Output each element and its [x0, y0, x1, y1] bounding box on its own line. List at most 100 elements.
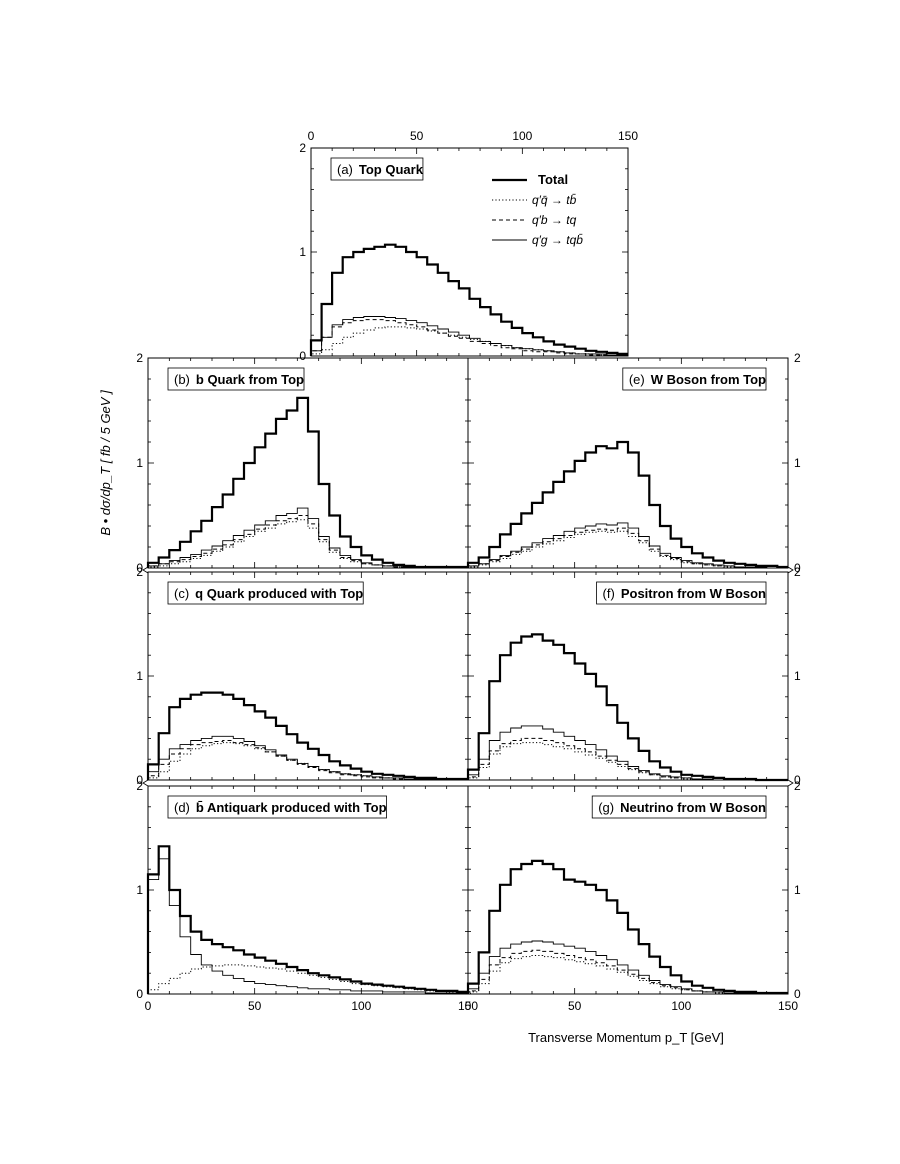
y-tick-label: 0 [299, 349, 306, 363]
y-tick-label: 1 [136, 669, 143, 683]
panel-label-text: (e) W Boson from Top [629, 372, 766, 387]
x-tick-label: 150 [618, 129, 638, 143]
series-line-total [146, 845, 468, 994]
y-tick-label: 2 [136, 565, 143, 579]
x-tick-label: 0 [465, 999, 472, 1013]
legend-entry-label: q′g → tqb̄ [532, 233, 583, 247]
x-axis-title: Transverse Momentum p_T [GeV] [528, 1030, 724, 1045]
panel-label-text: (g) Neutrino from W Boson [598, 800, 766, 815]
series-line-process-2 [467, 949, 788, 995]
panel-label-text: (c) q Quark produced with Top [174, 586, 363, 601]
x-tick-label: 100 [671, 999, 691, 1013]
x-tick-label: 50 [248, 999, 262, 1013]
panel-prefix: (b) [174, 372, 190, 387]
panel-label: (b) b Quark from Top [167, 367, 305, 391]
axis-break-mark [464, 989, 472, 995]
panel-label-box [591, 795, 767, 819]
panel-title: b̄ Antiquark produced with Top [196, 800, 387, 815]
series-line-total [466, 859, 788, 995]
y-tick-label: 0 [794, 987, 801, 1001]
panel-prefix: (c) [174, 586, 189, 601]
y-tick-label: 2 [794, 565, 801, 579]
panel-label: (a) Top Quark [330, 157, 424, 181]
panel-label-box [596, 581, 767, 605]
panel-label-box [330, 157, 424, 181]
series-line-process-3 [147, 507, 468, 569]
axis-break-mark [142, 779, 149, 787]
series-line-process-3 [147, 858, 468, 994]
series-line-process-3 [467, 725, 788, 781]
y-tick-label: 0 [794, 561, 801, 575]
panel-prefix: (e) [629, 372, 645, 387]
panel-label: (g) Neutrino from W Boson [591, 795, 767, 819]
y-axis-title: B • dσ/dp_T [ fb / 5 GeV ] [98, 390, 113, 536]
y-tick-label: 2 [299, 141, 306, 155]
x-tick-label: 150 [458, 999, 478, 1013]
panel-title: W Boson from Top [651, 372, 766, 387]
series-line-process-2 [147, 515, 468, 569]
y-tick-label: 1 [794, 669, 801, 683]
panel-title: Neutrino from W Boson [620, 800, 766, 815]
y-tick-label: 0 [136, 987, 143, 1001]
panel-title: b Quark from Top [196, 372, 304, 387]
y-tick-label: 0 [794, 773, 801, 787]
y-tick-label: 1 [136, 456, 143, 470]
x-tick-label: 0 [145, 999, 152, 1013]
panel-label-text: (f) Positron from W Boson [603, 586, 766, 601]
y-tick-label: 1 [794, 883, 801, 897]
panel-prefix: (d) [174, 800, 190, 815]
panel-label: (d) b̄ Antiquark produced with Top [167, 795, 387, 819]
y-tick-label: 0 [136, 773, 143, 787]
panel-prefix: (a) [337, 162, 353, 177]
series-line-process-1 [467, 955, 788, 995]
panel-title: q Quark produced with Top [195, 586, 363, 601]
x-tick-label: 150 [778, 999, 798, 1013]
panel-label: (f) Positron from W Boson [596, 581, 767, 605]
x-tick-label: 0 [308, 129, 315, 143]
series-line-process-1 [147, 519, 468, 569]
axis-break-mark [787, 566, 794, 574]
panel-label-text: (a) Top Quark [337, 162, 424, 177]
y-tick-label: 1 [299, 245, 306, 259]
y-tick-label: 2 [794, 779, 801, 793]
x-tick-label: 100 [351, 999, 371, 1013]
legend-entry-label: Total [538, 172, 568, 187]
y-tick-label: 1 [136, 883, 143, 897]
series-line-process-1 [467, 530, 788, 569]
series-line-total [466, 440, 788, 569]
series-line-process-3 [467, 522, 788, 569]
panel-label: (c) q Quark produced with Top [167, 581, 364, 605]
panel-c: 0 1 2 (c) q Quark produced with Top [136, 565, 469, 787]
panel-title: Positron from W Boson [621, 586, 766, 601]
series-line-process-2 [467, 527, 788, 569]
panel-e: 0 1 2 (e) W Boson from Top [466, 351, 801, 575]
x-tick-label: 100 [512, 129, 532, 143]
panel-a: 0 50 100 150 0 1 2 (a) Top Quark Total q′q̄ → tb̄ q… [299, 129, 638, 363]
y-tick-label: 2 [794, 351, 801, 365]
legend-entry-label: q′q̄ → tb̄ [532, 193, 577, 207]
panel-label: (e) W Boson from Top [622, 367, 767, 391]
series-line-process-3 [147, 735, 468, 781]
x-tick-label: 50 [410, 129, 424, 143]
panel-title: Top Quark [359, 162, 424, 177]
y-tick-label: 0 [136, 561, 143, 575]
series-line-total [146, 691, 468, 781]
y-tick-label: 2 [136, 351, 143, 365]
series-line-total [146, 396, 468, 569]
panel-label-box [167, 581, 364, 605]
panel-label-box [167, 367, 305, 391]
series-line-total [466, 633, 788, 782]
legend-entry-label: q′b → tq [532, 213, 577, 227]
y-tick-label: 1 [794, 456, 801, 470]
panel-label-box [167, 795, 387, 819]
series-line-process-3 [467, 940, 788, 995]
panel-prefix: (g) [598, 800, 614, 815]
series-line-process-1 [310, 326, 628, 356]
panel-label-text: (b) b Quark from Top [174, 372, 304, 387]
panel-f: 0 1 2 (f) Positron from W Boson [466, 565, 801, 787]
panel-b: 0 1 2 (b) b Quark from Top [136, 351, 469, 575]
series-line-total [309, 243, 628, 356]
